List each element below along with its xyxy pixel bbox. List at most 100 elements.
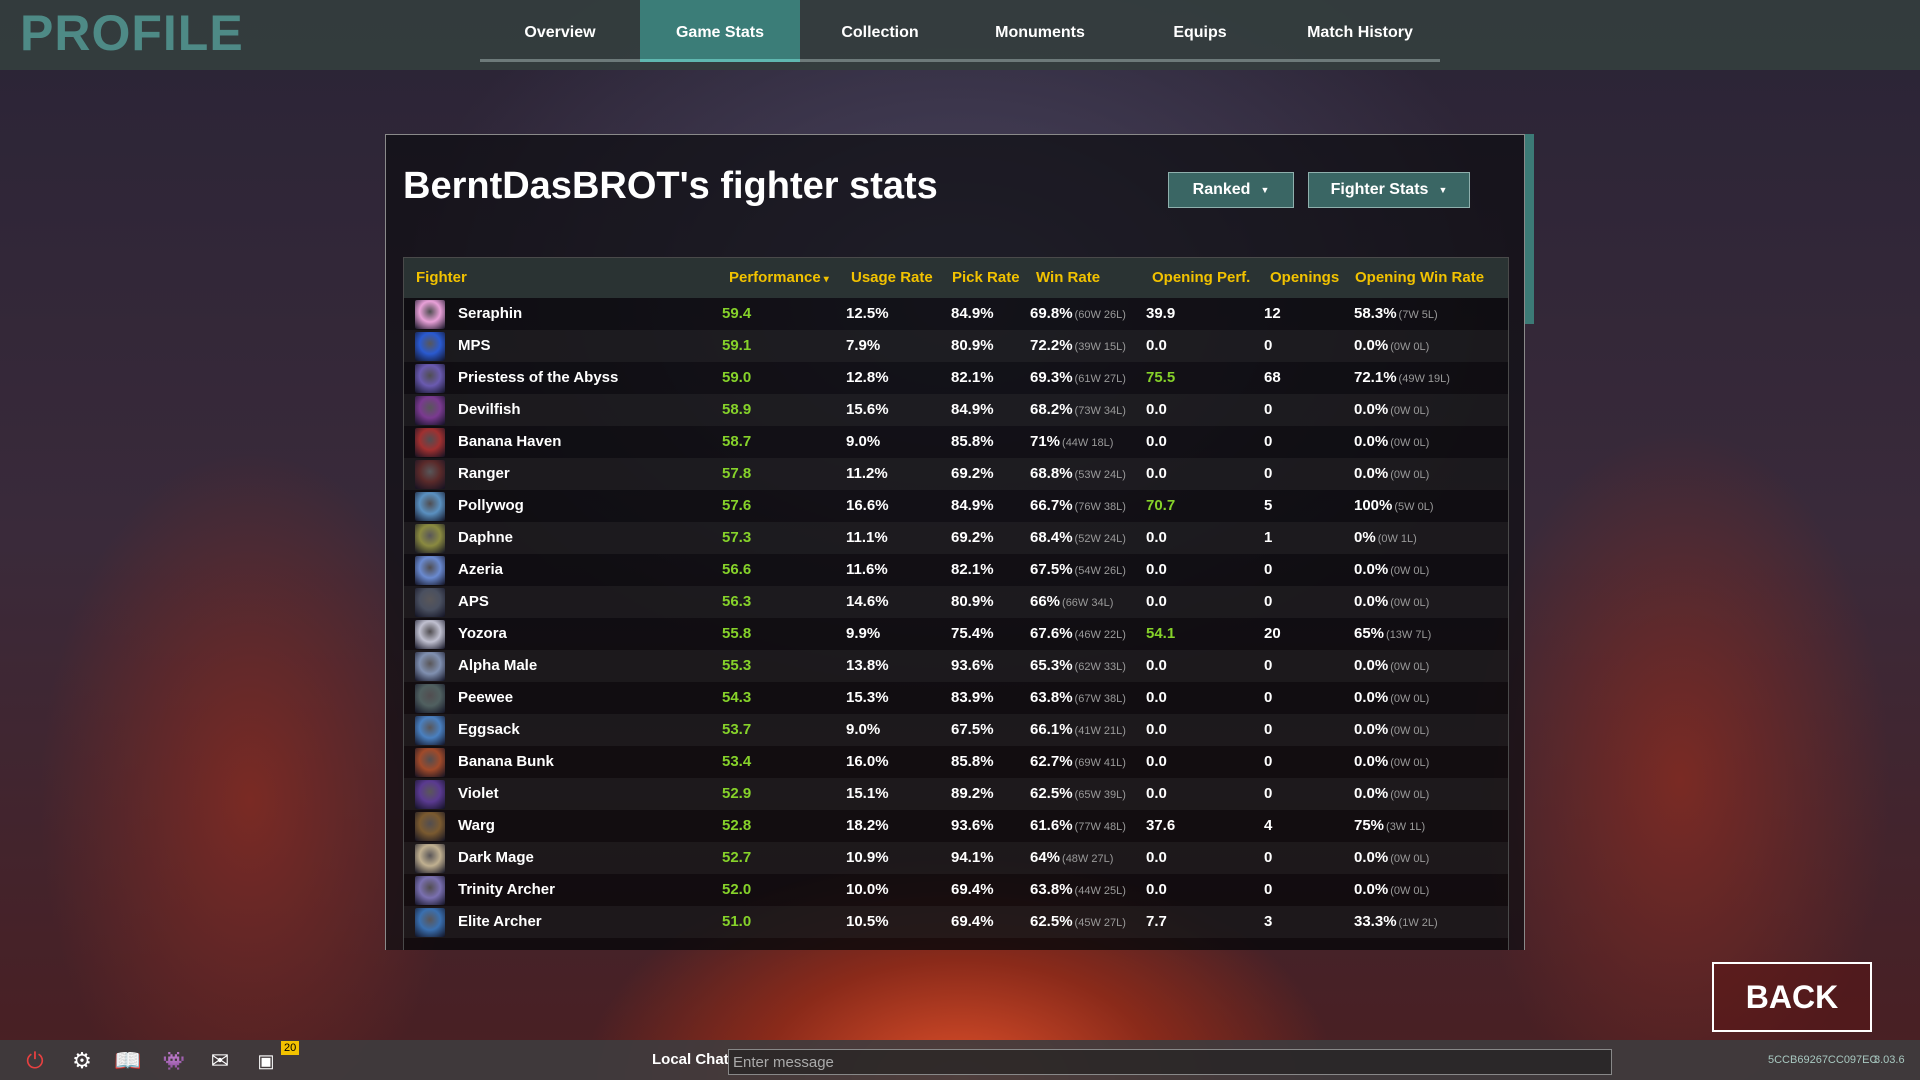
opening-win-rate-record: (13W 7L) bbox=[1386, 629, 1432, 641]
opening-win-rate-record: (0W 0L) bbox=[1390, 469, 1430, 481]
table-row[interactable]: Eggsack 53.7 9.0% 67.5% 66.1% (41W 21L) 0.0 0 0.… bbox=[404, 714, 1508, 746]
win-rate-value: 69.8% bbox=[1030, 305, 1073, 322]
bottom-bar: ⏻ ⚙ 📖 👾 ✉ ▣ 20 Local Chat 5CCB69267CC097… bbox=[0, 1040, 1920, 1080]
table-row-partial bbox=[404, 938, 1508, 950]
stats-dropdown[interactable]: Fighter Stats ▼ bbox=[1308, 172, 1470, 208]
gear-icon[interactable]: ⚙ bbox=[72, 1048, 92, 1073]
openings: 0 bbox=[1264, 746, 1272, 778]
opening-performance-value: 0.0 bbox=[1146, 337, 1167, 354]
usage-rate-value: 15.6% bbox=[846, 401, 889, 418]
pick-rate: 94.1% bbox=[951, 842, 994, 874]
fighter-name-value: Azeria bbox=[458, 561, 504, 578]
usage-rate: 15.3% bbox=[846, 682, 889, 714]
performance-value: 57.8 bbox=[722, 465, 752, 482]
column-header-opening-win-rate[interactable]: Opening Win Rate bbox=[1355, 258, 1484, 298]
column-header-fighter[interactable]: Fighter bbox=[416, 258, 467, 298]
table-row[interactable]: Banana Bunk 53.4 16.0% 85.8% 62.7% (69W 41L) 0… bbox=[404, 746, 1508, 778]
openings-value: 0 bbox=[1264, 849, 1273, 866]
table-row[interactable]: Seraphin 59.4 12.5% 84.9% 69.8% (60W 26L) 39.9… bbox=[404, 298, 1508, 330]
win-rate-value: 71% bbox=[1030, 433, 1061, 450]
table-row[interactable]: Violet 52.9 15.1% 89.2% 62.5% (65W 39L) 0.0 0 0.… bbox=[404, 778, 1508, 810]
column-header-openings[interactable]: Openings bbox=[1270, 258, 1339, 298]
usage-rate: 12.5% bbox=[846, 298, 889, 330]
performance-value: 52.9 bbox=[722, 785, 752, 802]
mode-dropdown[interactable]: Ranked ▼ bbox=[1168, 172, 1294, 208]
table-row[interactable]: Daphne 57.3 11.1% 69.2% 68.4% (52W 24L) 0.0 1 0%… bbox=[404, 522, 1508, 554]
tab-overview[interactable]: Overview bbox=[524, 24, 596, 41]
pick-rate-value: 84.9% bbox=[951, 497, 994, 514]
table-row[interactable]: Ranger 57.8 11.2% 69.2% 68.8% (53W 24L) 0.0 0 0.… bbox=[404, 458, 1508, 490]
tab-monuments[interactable]: Monuments bbox=[995, 24, 1085, 41]
performance-value: 59.1 bbox=[722, 337, 752, 354]
performance-value: 57.3 bbox=[722, 529, 752, 546]
power-icon[interactable]: ⏻ bbox=[26, 1048, 44, 1073]
win-rate-value: 62.5% bbox=[1030, 913, 1073, 930]
win-rate: 66.1% (41W 21L) bbox=[1030, 714, 1126, 747]
opening-win-rate-value: 72.1% bbox=[1354, 369, 1397, 386]
column-header-performance[interactable]: Performance ▾ bbox=[729, 258, 829, 300]
fighter-name: Elite Archer bbox=[458, 906, 542, 938]
column-header-win-rate[interactable]: Win Rate bbox=[1036, 258, 1100, 298]
pick-rate-value: 94.1% bbox=[951, 849, 994, 866]
opening-performance-value: 39.9 bbox=[1146, 305, 1176, 322]
opening-performance: 0.0 bbox=[1146, 522, 1167, 554]
mail-icon[interactable]: ✉ bbox=[210, 1048, 230, 1073]
tab-collection[interactable]: Collection bbox=[841, 24, 919, 41]
tab-match-history[interactable]: Match History bbox=[1307, 24, 1413, 41]
pick-rate: 75.4% bbox=[951, 618, 994, 650]
pick-rate-value: 82.1% bbox=[951, 561, 994, 578]
performance-value: 55.3 bbox=[722, 657, 752, 674]
opening-performance: 54.1 bbox=[1146, 618, 1175, 650]
opening-performance: 0.0 bbox=[1146, 650, 1167, 682]
openings: 4 bbox=[1264, 810, 1272, 842]
win-rate-record: (44W 18L) bbox=[1062, 437, 1114, 449]
column-header-usage-rate[interactable]: Usage Rate bbox=[851, 258, 933, 298]
table-row[interactable]: Elite Archer 51.0 10.5% 69.4% 62.5% (45W 27L)… bbox=[404, 906, 1508, 938]
table-row[interactable]: APS 56.3 14.6% 80.9% 66% (66W 34L) 0.0 0 0.0% (0W… bbox=[404, 586, 1508, 618]
back-button[interactable]: BACK bbox=[1712, 962, 1872, 1032]
table-row[interactable]: Priestess of the Abyss 59.0 12.8% 82.1% 69.3… bbox=[404, 362, 1508, 394]
fighter-avatar bbox=[415, 428, 445, 457]
usage-rate-value: 9.9% bbox=[846, 625, 881, 642]
table-row[interactable]: Azeria 56.6 11.6% 82.1% 67.5% (54W 26L) 0.0 0 0.… bbox=[404, 554, 1508, 586]
table-row[interactable]: Yozora 55.8 9.9% 75.4% 67.6% (46W 22L) 54.1 20 6… bbox=[404, 618, 1508, 650]
book-icon[interactable]: 📖 bbox=[114, 1048, 142, 1073]
win-rate-value: 62.5% bbox=[1030, 785, 1073, 802]
win-rate: 63.8% (67W 38L) bbox=[1030, 682, 1126, 715]
column-header-pick-rate[interactable]: Pick Rate bbox=[952, 258, 1020, 298]
fighter-avatar bbox=[415, 748, 445, 777]
tab-equips[interactable]: Equips bbox=[1173, 24, 1227, 41]
opening-win-rate-record: (0W 0L) bbox=[1390, 693, 1430, 705]
tab-game-stats[interactable]: Game Stats bbox=[640, 0, 800, 62]
usage-rate: 10.5% bbox=[846, 906, 889, 938]
discord-icon[interactable]: 👾 bbox=[162, 1050, 186, 1071]
column-label: Performance bbox=[729, 269, 821, 286]
opening-performance: 75.5 bbox=[1146, 362, 1175, 394]
panel-scrollbar[interactable] bbox=[1525, 134, 1534, 324]
opening-win-rate-value: 33.3% bbox=[1354, 913, 1397, 930]
column-header-opening-perf[interactable]: Opening Perf. bbox=[1152, 258, 1250, 298]
twitch-icon[interactable]: ▣ bbox=[257, 1050, 275, 1071]
openings-value: 0 bbox=[1264, 881, 1273, 898]
performance: 54.3 bbox=[722, 682, 751, 714]
performance-value: 52.0 bbox=[722, 881, 752, 898]
pick-rate: 69.2% bbox=[951, 522, 994, 554]
openings-value: 0 bbox=[1264, 689, 1273, 706]
performance: 52.7 bbox=[722, 842, 751, 874]
usage-rate-value: 13.8% bbox=[846, 657, 889, 674]
table-row[interactable]: Dark Mage 52.7 10.9% 94.1% 64% (48W 27L) 0.0 0 0… bbox=[404, 842, 1508, 874]
table-row[interactable]: Alpha Male 55.3 13.8% 93.6% 65.3% (62W 33L) 0.… bbox=[404, 650, 1508, 682]
table-row[interactable]: Banana Haven 58.7 9.0% 85.8% 71% (44W 18L) 0.0… bbox=[404, 426, 1508, 458]
table-row[interactable]: Warg 52.8 18.2% 93.6% 61.6% (77W 48L) 37.6 4 75%… bbox=[404, 810, 1508, 842]
table-row[interactable]: Pollywog 57.6 16.6% 84.9% 66.7% (76W 38L) 70.7… bbox=[404, 490, 1508, 522]
table-row[interactable]: Trinity Archer 52.0 10.0% 69.4% 63.8% (44W 25… bbox=[404, 874, 1508, 906]
openings: 0 bbox=[1264, 714, 1272, 746]
chat-input[interactable] bbox=[728, 1049, 1612, 1075]
table-row[interactable]: Peewee 54.3 15.3% 83.9% 63.8% (67W 38L) 0.0 0 0.… bbox=[404, 682, 1508, 714]
opening-win-rate-value: 65% bbox=[1354, 625, 1385, 642]
table-row[interactable]: MPS 59.1 7.9% 80.9% 72.2% (39W 15L) 0.0 0 0.0% (0… bbox=[404, 330, 1508, 362]
opening-win-rate: 0% (0W 1L) bbox=[1354, 522, 1417, 555]
opening-win-rate-value: 0.0% bbox=[1354, 849, 1389, 866]
table-row[interactable]: Devilfish 58.9 15.6% 84.9% 68.2% (73W 34L) 0.0… bbox=[404, 394, 1508, 426]
opening-win-rate-value: 0.0% bbox=[1354, 337, 1389, 354]
